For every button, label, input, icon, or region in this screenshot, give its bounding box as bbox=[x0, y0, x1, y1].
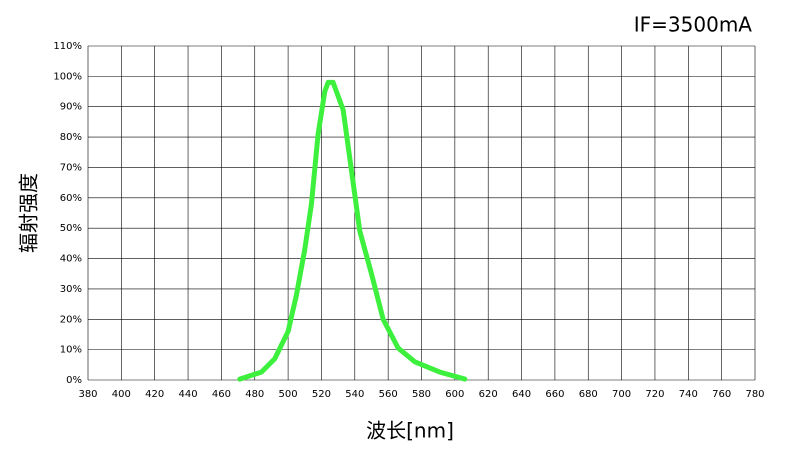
x-tick-label: 540 bbox=[345, 389, 364, 400]
y-tick-label: 100% bbox=[53, 71, 82, 82]
x-tick-label: 380 bbox=[78, 389, 97, 400]
x-tick-label: 640 bbox=[512, 389, 531, 400]
x-tick-label: 440 bbox=[179, 389, 198, 400]
x-tick-label: 620 bbox=[479, 389, 498, 400]
x-tick-label: 680 bbox=[579, 389, 598, 400]
x-tick-label: 740 bbox=[679, 389, 698, 400]
spectrum-line bbox=[237, 79, 468, 382]
x-tick-label: 600 bbox=[445, 389, 464, 400]
y-axis-label: 辐射强度 bbox=[17, 173, 41, 253]
x-tick-label: 580 bbox=[412, 389, 431, 400]
y-tick-label: 50% bbox=[60, 223, 82, 234]
x-tick-label: 400 bbox=[112, 389, 131, 400]
y-tick-label: 70% bbox=[60, 162, 82, 173]
x-tick-label: 420 bbox=[145, 389, 164, 400]
y-tick-label: 80% bbox=[60, 132, 82, 143]
y-tick-label: 60% bbox=[60, 193, 82, 204]
y-tick-label: 90% bbox=[60, 102, 82, 113]
x-tick-label: 660 bbox=[545, 389, 564, 400]
y-tick-label: 20% bbox=[60, 314, 82, 325]
y-tick-label: 40% bbox=[60, 254, 82, 265]
y-tick-label: 10% bbox=[60, 345, 82, 356]
x-tick-label: 480 bbox=[245, 389, 264, 400]
y-tick-label: 30% bbox=[60, 284, 82, 295]
x-tick-label: 760 bbox=[712, 389, 731, 400]
x-tick-label: 780 bbox=[745, 389, 764, 400]
y-tick-label: 110% bbox=[53, 41, 82, 52]
chart-title: IF=3500mA bbox=[634, 13, 753, 37]
x-tick-label: 560 bbox=[379, 389, 398, 400]
x-tick-label: 500 bbox=[279, 389, 298, 400]
x-tick-label: 720 bbox=[645, 389, 664, 400]
y-tick-label: 0% bbox=[66, 375, 82, 386]
x-tick-label: 700 bbox=[612, 389, 631, 400]
x-axis-label: 波长[nm] bbox=[366, 419, 454, 443]
x-tick-label: 460 bbox=[212, 389, 231, 400]
x-tick-label: 520 bbox=[312, 389, 331, 400]
